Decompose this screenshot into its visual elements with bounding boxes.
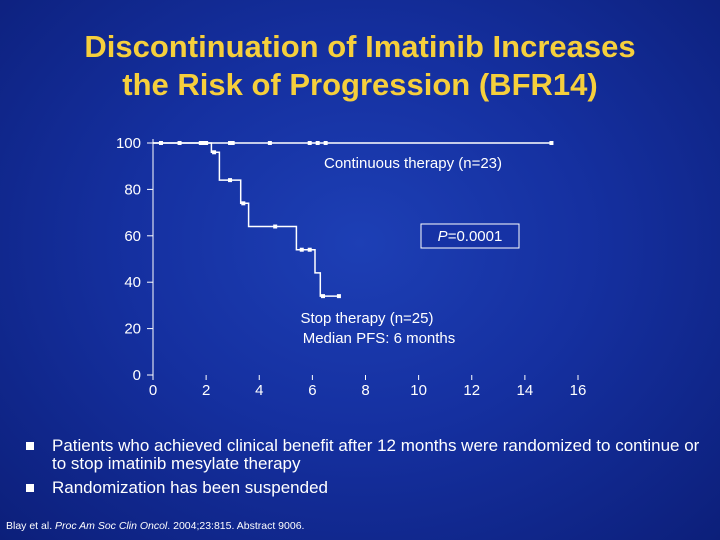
bullet-item-2: Randomization has been suspended — [22, 479, 712, 497]
censor-mark — [273, 224, 278, 229]
stop-therapy-label: Stop therapy (n=25) — [300, 310, 433, 327]
bullet-item-1: Patients who achieved clinical benefit a… — [22, 437, 712, 473]
median-pfs-label: Median PFS: 6 months — [303, 330, 456, 347]
stop-therapy-curve — [153, 142, 339, 297]
x-tick-label: 10 — [410, 382, 427, 399]
censor-mark — [321, 294, 325, 299]
bullet-text-1: Patients who achieved clinical benefit a… — [52, 436, 700, 473]
chart-axes: 0 20 40 60 80 100 0 2 4 6 8 10 12 14 16 — [116, 135, 586, 399]
x-tick-label: 14 — [517, 382, 534, 399]
bullet-list: Patients who achieved clinical benefit a… — [22, 437, 712, 503]
censor-mark — [307, 247, 312, 252]
censor-mark — [299, 247, 304, 252]
bullet-text-2: Randomization has been suspended — [52, 478, 328, 497]
censor-mark — [336, 294, 341, 299]
bullet-square-icon — [26, 442, 34, 450]
p-value-box — [420, 223, 520, 249]
x-tick-label: 12 — [463, 382, 480, 399]
censor-mark — [241, 201, 246, 206]
p-value-label: P=0.0001 — [438, 228, 503, 245]
slide-title-line-1: Discontinuation of Imatinib Increases — [84, 29, 636, 64]
censor-mark — [307, 141, 312, 145]
censor-mark — [267, 141, 272, 145]
x-tick-label: 4 — [255, 382, 263, 399]
slide-title: Discontinuation of Imatinib Increases th… — [0, 28, 720, 104]
chart-annotations: Continuous therapy (n=23) P=0.0001 Stop … — [300, 155, 520, 347]
y-tick-label: 20 — [124, 321, 141, 338]
censor-mark — [228, 141, 233, 145]
slide-title-line-2: the Risk of Progression (BFR14) — [122, 67, 598, 102]
x-tick-label: 8 — [361, 382, 369, 399]
bullet-square-icon — [26, 484, 34, 492]
censor-mark — [323, 141, 328, 145]
censor-mark — [230, 141, 235, 145]
chart-series — [153, 141, 554, 299]
x-tick-label: 16 — [570, 382, 587, 399]
x-tick-label: 2 — [202, 382, 210, 399]
censor-mark — [228, 178, 233, 183]
citation-details: . 2004;23:815. Abstract 9006. — [167, 520, 305, 532]
y-tick-label: 100 — [116, 135, 141, 152]
citation-authors: Blay et al. — [6, 520, 56, 532]
y-tick-label: 40 — [124, 274, 141, 291]
x-tick-label: 6 — [308, 382, 316, 399]
y-tick-label: 0 — [133, 367, 141, 384]
censor-mark — [212, 150, 217, 155]
x-tick-label: 0 — [149, 382, 157, 399]
continuous-therapy-label: Continuous therapy (n=23) — [324, 155, 502, 172]
censor-mark — [315, 141, 320, 145]
y-tick-label: 80 — [124, 181, 141, 198]
y-tick-label: 60 — [124, 228, 141, 245]
p-value-number: =0.0001 — [448, 228, 503, 245]
p-value-symbol: P — [438, 228, 448, 245]
citation-journal: Proc Am Soc Clin Oncol — [55, 520, 168, 532]
citation: Blay et al. Proc Am Soc Clin Oncol. 2004… — [6, 520, 304, 532]
censor-mark — [549, 141, 554, 145]
